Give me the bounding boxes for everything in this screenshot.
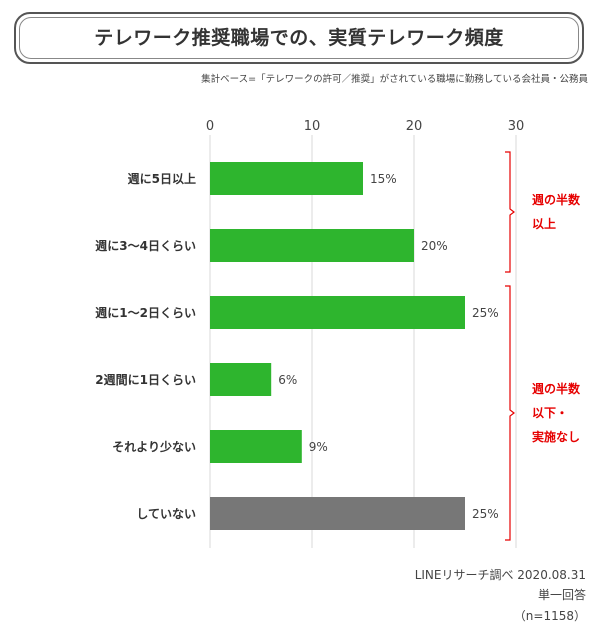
value-label: 25% [472, 306, 499, 320]
category-label: 週に3〜4日くらい [95, 238, 196, 253]
annotation-label: 以下・ [532, 406, 568, 420]
category-label: 週に5日以上 [128, 171, 196, 186]
annotation-bracket [505, 151, 515, 273]
annotation-label: 以上 [532, 216, 556, 231]
value-label: 20% [421, 239, 448, 253]
x-tick-label: 20 [406, 119, 423, 134]
category-label: それより少ない [112, 439, 196, 454]
sample-size-note: （n=1158） [513, 609, 586, 623]
x-tick-label: 30 [508, 119, 525, 134]
bar [210, 229, 414, 262]
annotation-label: 実施なし [532, 429, 580, 444]
category-label: していない [136, 507, 196, 521]
category-label: 2週間に1日くらい [95, 372, 196, 387]
title-box: テレワーク推奨職場での、実質テレワーク頻度 [14, 12, 584, 64]
annotation-label: 週の半数 [532, 192, 581, 207]
bar [210, 162, 363, 195]
bar [210, 296, 465, 329]
category-label: 週に1〜2日くらい [95, 305, 196, 320]
bar [210, 363, 272, 396]
value-label: 15% [370, 172, 397, 186]
source-note: LINEリサーチ調べ 2020.08.31 [414, 568, 586, 582]
bar [210, 497, 465, 530]
x-tick-label: 0 [206, 119, 214, 134]
value-label: 25% [472, 507, 499, 521]
value-label: 9% [309, 440, 328, 454]
chart-subtitle: 集計ベース=「テレワークの許可／推奨」がされている職場に勤務している会社員・公務… [201, 74, 588, 85]
bar [210, 430, 302, 463]
value-label: 6% [278, 373, 297, 387]
annotation-label: 週の半数 [532, 381, 581, 396]
answer-type-note: 単一回答 [537, 588, 586, 602]
x-tick-label: 10 [304, 119, 321, 134]
annotation-bracket [505, 285, 515, 541]
